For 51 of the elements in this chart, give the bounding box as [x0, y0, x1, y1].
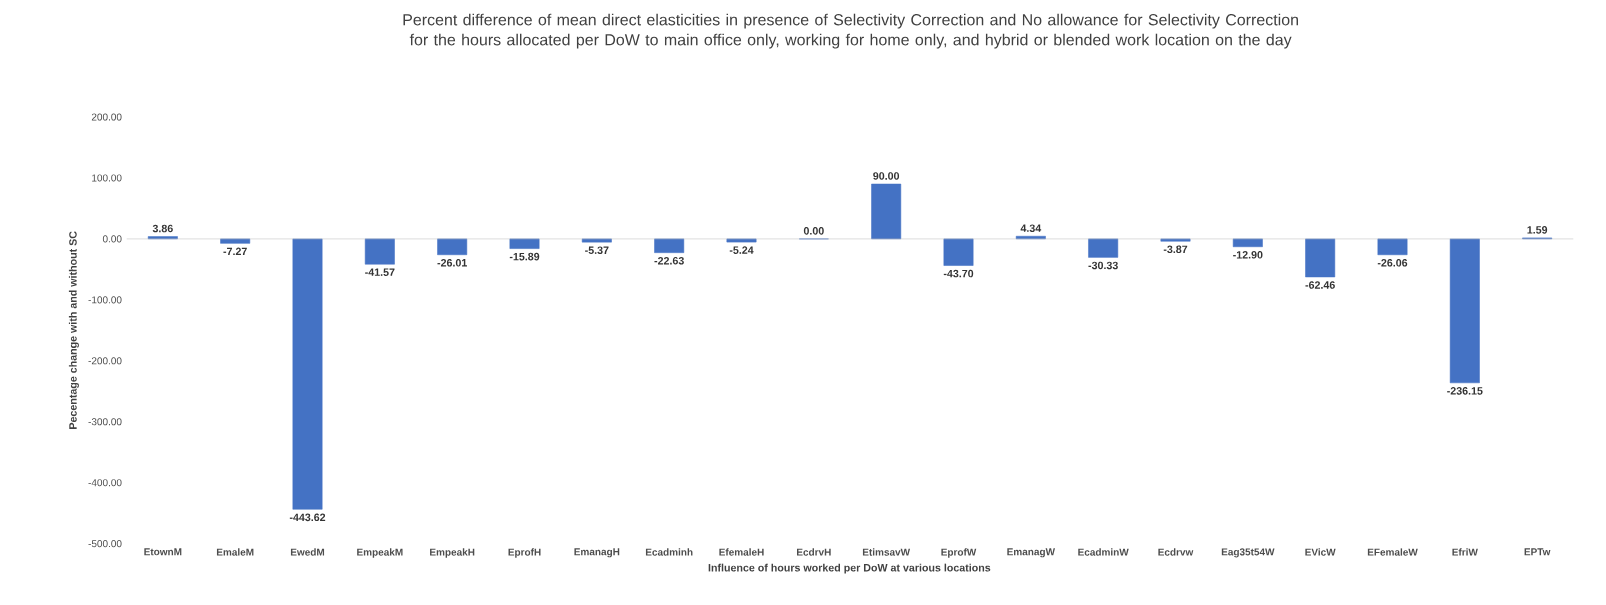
data-label: 0.00: [803, 227, 824, 235]
data-label: 4.34: [1020, 224, 1042, 232]
data-label: 1.59: [1527, 226, 1548, 234]
y-tick-label: -100.00: [88, 296, 122, 304]
x-tick-label: EfemaleH: [719, 548, 764, 556]
x-tick-label: EcadminW: [1078, 548, 1129, 556]
y-tick-label: -400.00: [88, 479, 122, 487]
x-axis-title: Influence of hours worked per DoW at various locations: [708, 563, 991, 574]
data-label: -43.70: [943, 269, 974, 278]
x-tick-label: EtimsavW: [862, 548, 911, 556]
x-tick-label: EPTw: [1524, 548, 1551, 556]
x-tick-label: EFemaleW: [1367, 548, 1418, 556]
chart-title: Percent difference of mean direct elasticities in presence of Selectivity Correction and No allowance for Selectivity Correction for the hours allocated per DoW to main office only, working for home only, and hybrid or blended work location on the day: [403, 13, 1298, 49]
data-label: -30.33: [1088, 261, 1118, 270]
data-label: -443.62: [289, 513, 326, 522]
y-axis-title: Pecentage change with and without SC: [68, 231, 79, 429]
data-label: -41.57: [365, 268, 395, 276]
x-tick-label: Ecdrvw: [1158, 548, 1194, 556]
y-tick-label: -200.00: [88, 357, 122, 365]
data-label: -26.01: [437, 259, 467, 267]
data-label: -22.63: [654, 256, 684, 265]
data-label: 3.86: [152, 224, 173, 233]
x-tick-label: EwedM: [290, 548, 325, 556]
y-tick-label: 0.00: [102, 235, 122, 243]
x-tick-label: EtownM: [144, 548, 182, 556]
x-tick-label: EmpeakH: [430, 548, 475, 558]
x-tick-label: Eag35t54W: [1221, 548, 1275, 558]
y-tick-label: -500.00: [88, 540, 122, 548]
x-tick-label: EVicW: [1305, 548, 1336, 556]
x-tick-label: EprofH: [508, 548, 541, 558]
x-tick-label: EmanagH: [574, 548, 620, 558]
data-label: -26.06: [1377, 259, 1408, 267]
x-tick-label: EfriW: [1452, 548, 1478, 556]
data-label: 90.00: [873, 172, 900, 180]
data-label: -62.46: [1305, 281, 1335, 289]
data-label: -3.87: [1163, 245, 1188, 254]
data-label: -12.90: [1233, 251, 1263, 259]
data-label: -7.27: [223, 247, 247, 256]
x-tick-label: EprofW: [941, 548, 977, 558]
data-label: -5.24: [729, 246, 754, 254]
x-tick-label: EmpeakM: [357, 548, 403, 558]
x-tick-label: EmaleM: [216, 548, 254, 556]
x-tick-label: Ecadminh: [645, 548, 693, 556]
data-label: -15.89: [509, 252, 540, 261]
y-tick-label: 200.00: [91, 113, 122, 121]
data-label: -5.37: [585, 246, 609, 255]
y-tick-label: 100.00: [92, 174, 122, 182]
x-tick-label: EmanagW: [1007, 548, 1055, 558]
y-tick-label: -300.00: [88, 418, 122, 426]
x-tick-label: EcdrvH: [797, 548, 831, 556]
data-label: -236.15: [1447, 387, 1483, 395]
